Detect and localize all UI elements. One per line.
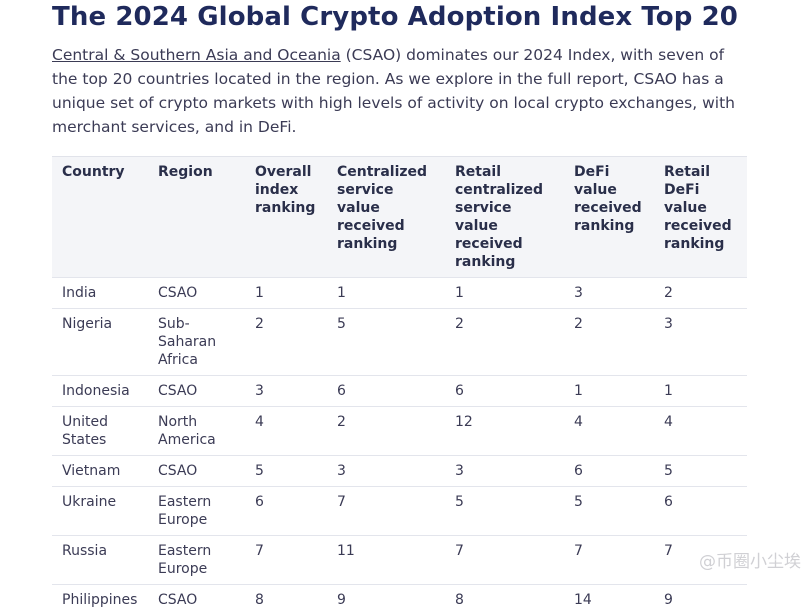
cell-country: United States xyxy=(52,407,148,456)
cell-country: Vietnam xyxy=(52,456,148,487)
adoption-index-table: Country Region Overall index ranking Cen… xyxy=(52,156,747,615)
cell-centralized-ranking: 7 xyxy=(327,487,445,536)
cell-centralized-ranking: 1 xyxy=(327,278,445,309)
cell-country: Russia xyxy=(52,536,148,585)
cell-region: CSAO xyxy=(148,585,245,615)
cell-overall-ranking: 4 xyxy=(245,407,327,456)
cell-defi-ranking: 6 xyxy=(564,456,654,487)
cell-retail-centralized-ranking: 8 xyxy=(445,585,564,615)
header-centralized-ranking: Centralized service value received ranki… xyxy=(327,157,445,278)
cell-retail-centralized-ranking: 3 xyxy=(445,456,564,487)
cell-overall-ranking: 2 xyxy=(245,309,327,376)
cell-defi-ranking: 7 xyxy=(564,536,654,585)
cell-overall-ranking: 8 xyxy=(245,585,327,615)
cell-overall-ranking: 7 xyxy=(245,536,327,585)
cell-centralized-ranking: 9 xyxy=(327,585,445,615)
cell-region: CSAO xyxy=(148,376,245,407)
page-title: The 2024 Global Crypto Adoption Index To… xyxy=(52,0,738,34)
cell-retail-defi-ranking: 1 xyxy=(654,376,747,407)
cell-retail-defi-ranking: 5 xyxy=(654,456,747,487)
cell-region: Eastern Europe xyxy=(148,487,245,536)
cell-retail-defi-ranking: 3 xyxy=(654,309,747,376)
cell-region: Sub-Saharan Africa xyxy=(148,309,245,376)
table-header-row: Country Region Overall index ranking Cen… xyxy=(52,157,747,278)
region-link[interactable]: Central & Southern Asia and Oceania xyxy=(52,46,341,64)
cell-centralized-ranking: 11 xyxy=(327,536,445,585)
cell-retail-centralized-ranking: 6 xyxy=(445,376,564,407)
cell-centralized-ranking: 6 xyxy=(327,376,445,407)
cell-overall-ranking: 3 xyxy=(245,376,327,407)
cell-overall-ranking: 5 xyxy=(245,456,327,487)
cell-overall-ranking: 1 xyxy=(245,278,327,309)
cell-region: CSAO xyxy=(148,456,245,487)
cell-retail-defi-ranking: 9 xyxy=(654,585,747,615)
cell-overall-ranking: 6 xyxy=(245,487,327,536)
cell-centralized-ranking: 2 xyxy=(327,407,445,456)
header-overall-ranking: Overall index ranking xyxy=(245,157,327,278)
cell-defi-ranking: 2 xyxy=(564,309,654,376)
cell-region: CSAO xyxy=(148,278,245,309)
cell-retail-centralized-ranking: 12 xyxy=(445,407,564,456)
cell-region: Eastern Europe xyxy=(148,536,245,585)
cell-retail-centralized-ranking: 7 xyxy=(445,536,564,585)
cell-retail-defi-ranking: 2 xyxy=(654,278,747,309)
cell-retail-defi-ranking: 4 xyxy=(654,407,747,456)
cell-centralized-ranking: 5 xyxy=(327,309,445,376)
cell-retail-centralized-ranking: 2 xyxy=(445,309,564,376)
cell-country: Philippines xyxy=(52,585,148,615)
cell-centralized-ranking: 3 xyxy=(327,456,445,487)
cell-country: Nigeria xyxy=(52,309,148,376)
cell-region: North America xyxy=(148,407,245,456)
cell-retail-defi-ranking: 6 xyxy=(654,487,747,536)
cell-country: Indonesia xyxy=(52,376,148,407)
cell-retail-centralized-ranking: 5 xyxy=(445,487,564,536)
cell-defi-ranking: 1 xyxy=(564,376,654,407)
cell-defi-ranking: 3 xyxy=(564,278,654,309)
intro-paragraph: Central & Southern Asia and Oceania (CSA… xyxy=(52,43,742,139)
header-retail-centralized-ranking: Retail centralized service value receive… xyxy=(445,157,564,278)
header-region: Region xyxy=(148,157,245,278)
cell-defi-ranking: 14 xyxy=(564,585,654,615)
cell-country: India xyxy=(52,278,148,309)
header-retail-defi-ranking: Retail DeFi value received ranking xyxy=(654,157,747,278)
header-defi-ranking: DeFi value received ranking xyxy=(564,157,654,278)
cell-retail-centralized-ranking: 1 xyxy=(445,278,564,309)
cell-country: Ukraine xyxy=(52,487,148,536)
watermark: @币圈小尘埃 xyxy=(699,547,801,572)
header-country: Country xyxy=(52,157,148,278)
cell-defi-ranking: 5 xyxy=(564,487,654,536)
cell-defi-ranking: 4 xyxy=(564,407,654,456)
